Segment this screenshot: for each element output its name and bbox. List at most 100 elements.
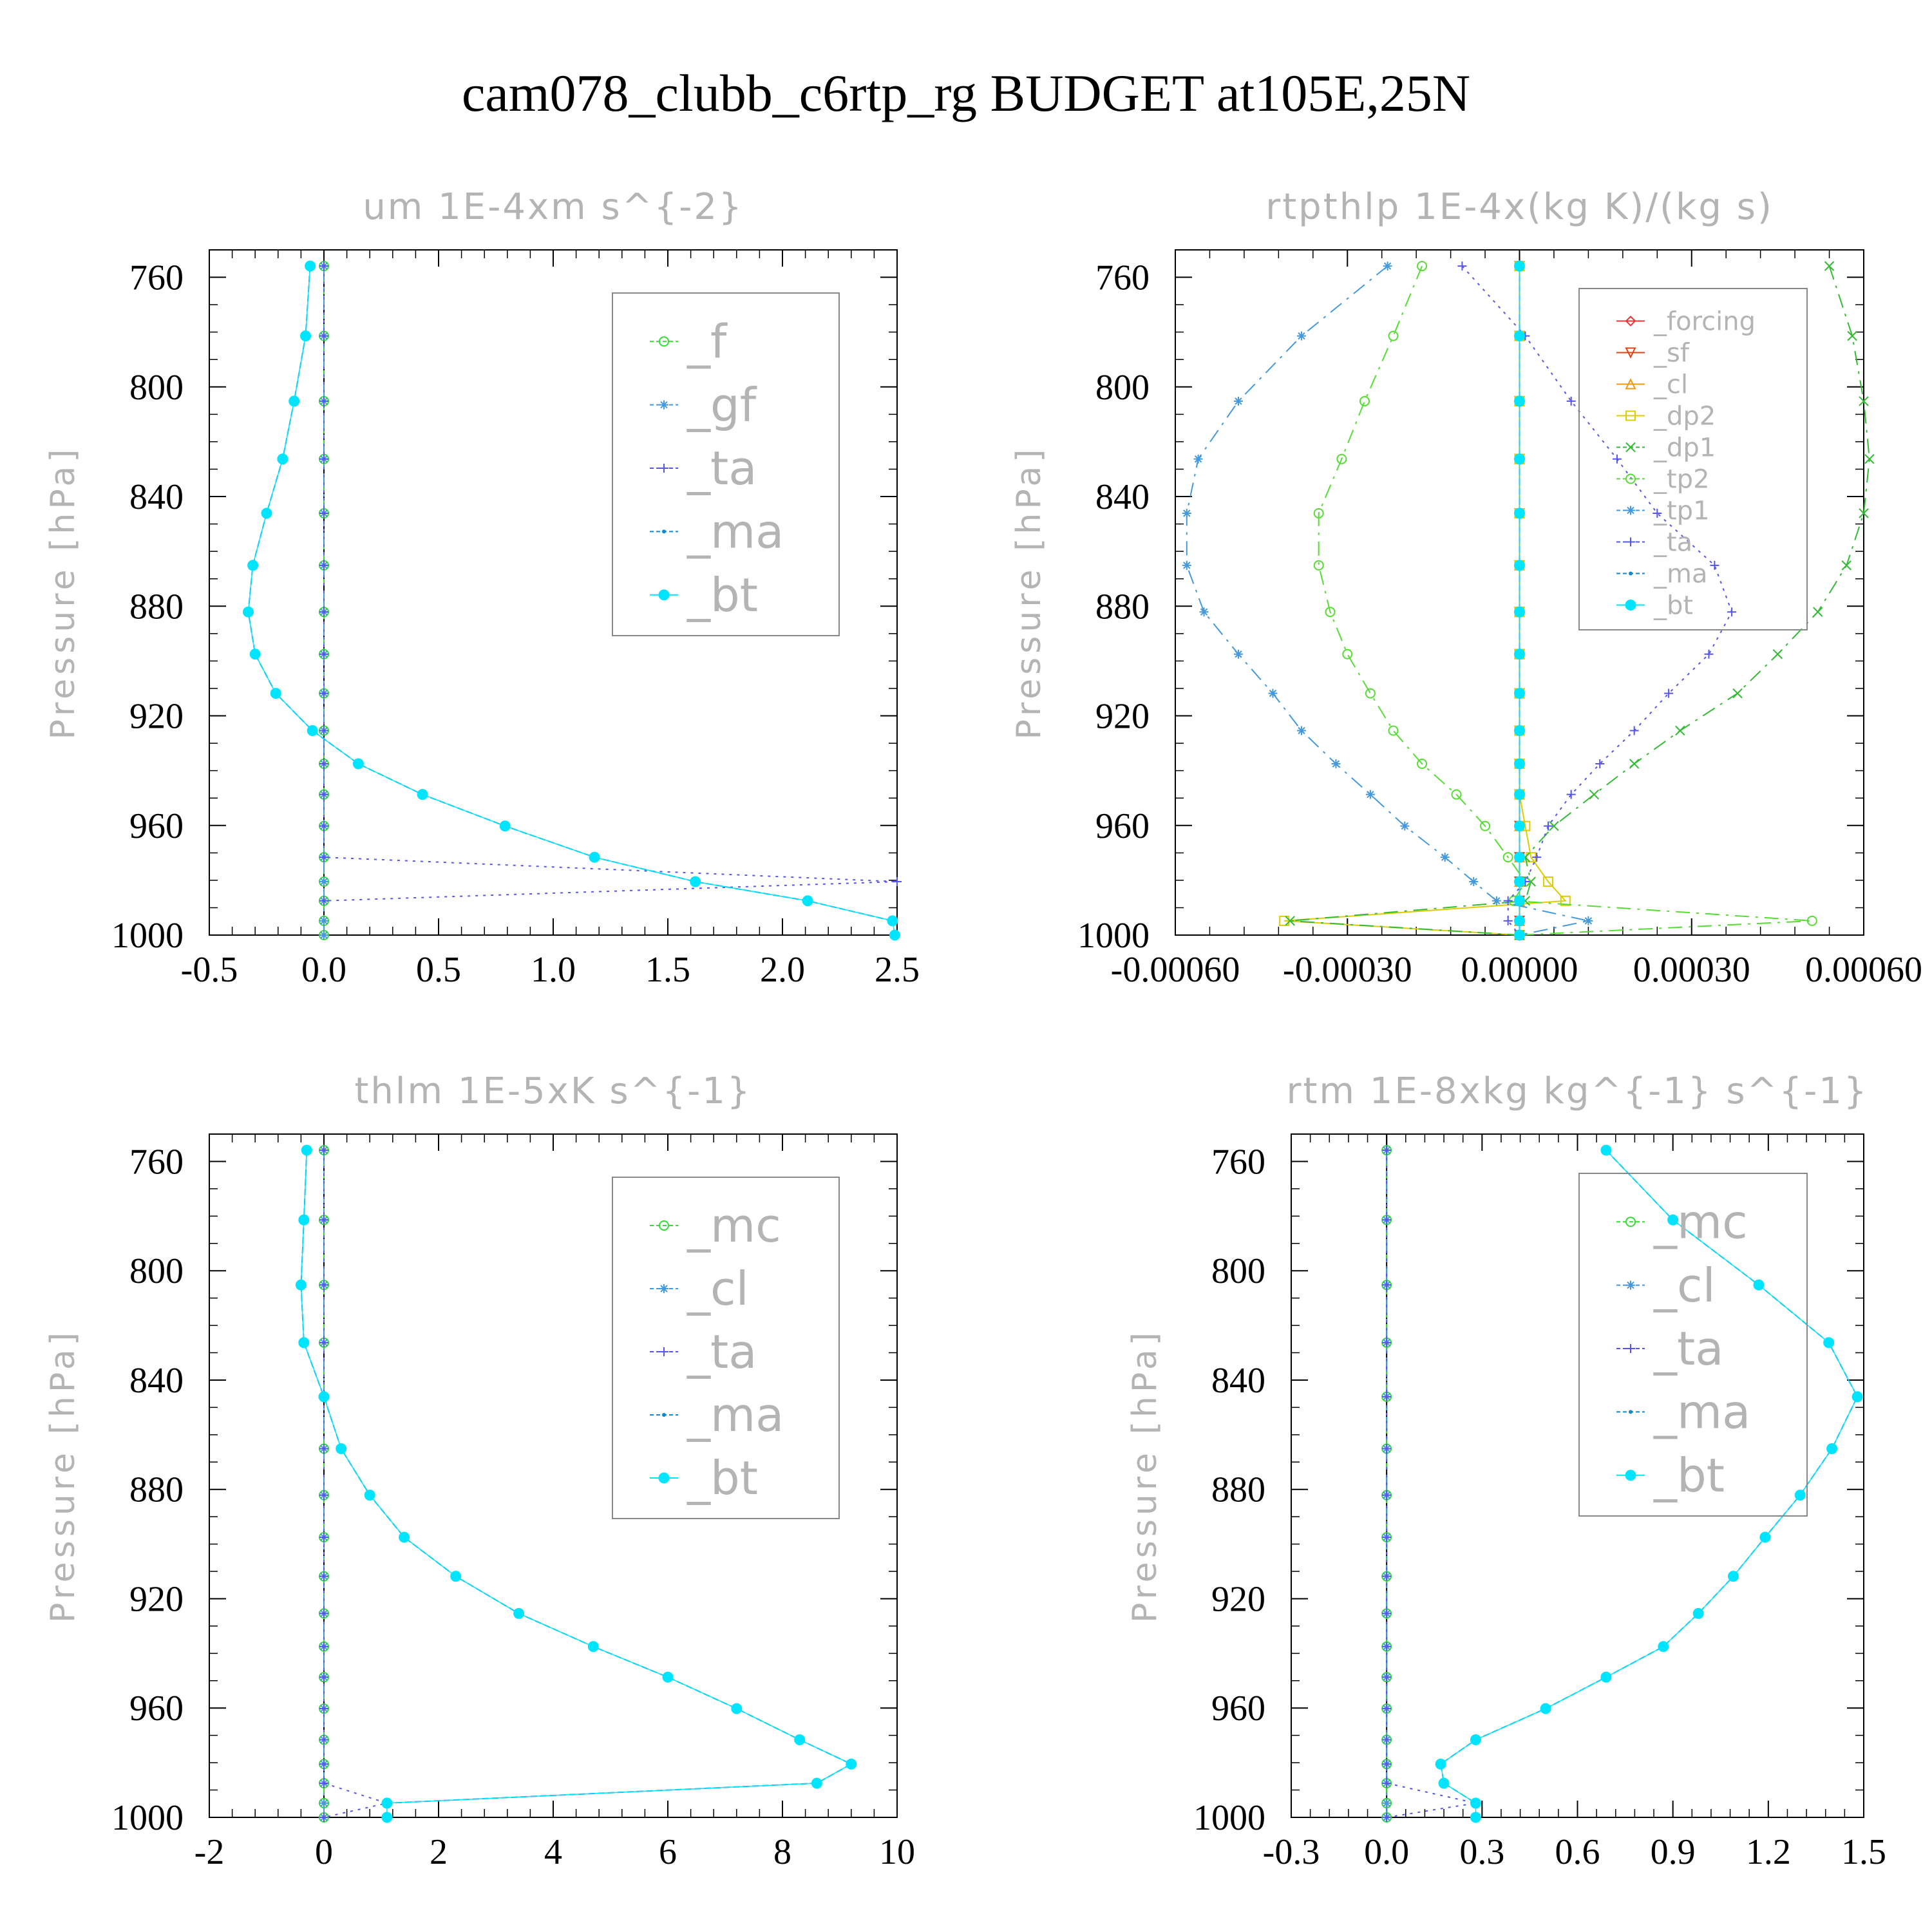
legend: _forcing_sf_cl_dp2_dp1_tp2_tp1_ta_ma_bt bbox=[1578, 288, 1808, 630]
x-tick-label: 1.0 bbox=[531, 950, 576, 990]
x-tick-label: -0.00030 bbox=[1283, 950, 1412, 990]
series-line bbox=[1284, 266, 1567, 936]
legend-label: _dp2 bbox=[1653, 402, 1716, 431]
data-point bbox=[301, 1144, 312, 1156]
data-point bbox=[587, 1641, 599, 1653]
x-tick-label: 2 bbox=[430, 1832, 448, 1872]
y-axis-label: Pressure [hPa] bbox=[44, 1329, 82, 1623]
legend-marker bbox=[1625, 378, 1636, 390]
data-point bbox=[1233, 396, 1243, 406]
data-point bbox=[319, 1571, 328, 1581]
series-ta bbox=[1382, 1146, 1481, 1822]
data-point bbox=[381, 1797, 393, 1809]
x-tick-label: 0.6 bbox=[1555, 1832, 1600, 1872]
data-point bbox=[336, 1443, 347, 1454]
data-point bbox=[1514, 820, 1525, 832]
legend-label: _cl bbox=[1653, 1258, 1716, 1312]
legend-marker bbox=[659, 1284, 668, 1293]
data-point bbox=[1732, 688, 1743, 699]
data-point bbox=[243, 606, 254, 618]
data-point bbox=[1440, 853, 1450, 862]
data-point bbox=[589, 851, 600, 863]
legend-marker bbox=[659, 336, 669, 347]
y-tick-label: 960 bbox=[1211, 1689, 1265, 1728]
data-point bbox=[319, 759, 328, 768]
y-tick-label: 880 bbox=[129, 1470, 184, 1510]
y-axis-label: Pressure [hPa] bbox=[1010, 446, 1048, 740]
data-point bbox=[319, 1759, 328, 1769]
legend-marker bbox=[1629, 571, 1633, 576]
legend-box bbox=[1578, 1173, 1808, 1517]
data-point bbox=[319, 1146, 328, 1155]
data-point bbox=[1514, 453, 1525, 465]
legend-marker bbox=[662, 1413, 666, 1417]
series-dp2 bbox=[1279, 261, 1571, 940]
y-tick-label: 840 bbox=[129, 477, 184, 517]
y-tick-label: 760 bbox=[1211, 1142, 1265, 1182]
legend-marker bbox=[1625, 347, 1636, 359]
data-point bbox=[1847, 330, 1857, 341]
x-tick-label: 0.3 bbox=[1459, 1832, 1504, 1872]
data-point bbox=[1772, 649, 1783, 659]
data-point bbox=[1435, 1758, 1446, 1770]
data-point bbox=[513, 1607, 525, 1619]
legend-marker bbox=[659, 400, 668, 410]
panel-title: um 1E-4xm s^{-2} bbox=[363, 186, 743, 228]
data-point bbox=[1382, 1571, 1392, 1581]
data-point bbox=[319, 261, 328, 271]
data-point bbox=[731, 1703, 743, 1714]
legend-label: _mc bbox=[1653, 1195, 1748, 1249]
legend-label: _ta bbox=[1653, 1321, 1723, 1376]
x-tick-label: 0.00030 bbox=[1633, 950, 1750, 990]
legend-label: _ma bbox=[687, 505, 784, 559]
data-point bbox=[1514, 395, 1525, 407]
data-point bbox=[319, 1215, 328, 1225]
panel-title: thlm 1E-5xK s^{-1} bbox=[354, 1070, 752, 1112]
data-point bbox=[1692, 1607, 1704, 1619]
data-point bbox=[261, 507, 272, 519]
data-point bbox=[1388, 725, 1399, 736]
series-line bbox=[323, 266, 898, 902]
data-point bbox=[1584, 916, 1593, 925]
y-tick-label: 880 bbox=[129, 587, 184, 627]
legend-marker bbox=[1626, 1280, 1635, 1290]
legend-marker bbox=[1629, 1410, 1633, 1414]
series-line bbox=[323, 1150, 390, 1818]
data-point bbox=[1864, 454, 1875, 464]
data-point bbox=[1285, 916, 1295, 926]
data-point bbox=[1313, 560, 1324, 571]
data-point bbox=[1589, 789, 1600, 800]
data-point bbox=[1457, 261, 1467, 271]
data-point bbox=[319, 331, 328, 341]
y-tick-label: 960 bbox=[129, 806, 184, 846]
y-tick-label: 960 bbox=[129, 1689, 184, 1728]
series-tp1 bbox=[1182, 261, 1593, 940]
data-point bbox=[298, 1337, 310, 1349]
data-point bbox=[1841, 560, 1852, 571]
data-point bbox=[1382, 1490, 1392, 1500]
legend-marker bbox=[1626, 1344, 1635, 1353]
x-tick-label: 6 bbox=[659, 1832, 677, 1872]
data-point bbox=[295, 1279, 307, 1291]
data-point bbox=[1549, 820, 1559, 831]
data-point bbox=[893, 877, 902, 887]
y-tick-label: 920 bbox=[129, 1579, 184, 1619]
legend: _mc _cl _ta _ma _bt bbox=[1578, 1173, 1808, 1517]
data-point bbox=[319, 790, 328, 799]
series-line bbox=[1386, 1150, 1476, 1818]
series-ta bbox=[319, 1146, 392, 1822]
y-tick-label: 800 bbox=[129, 1251, 184, 1291]
legend-marker bbox=[1625, 473, 1636, 484]
plot-frame bbox=[1291, 1133, 1864, 1818]
y-tick-label: 1000 bbox=[111, 916, 184, 956]
data-point bbox=[1823, 1337, 1835, 1349]
data-point bbox=[1728, 1571, 1739, 1582]
data-point bbox=[1532, 853, 1542, 862]
legend-marker bbox=[1626, 506, 1635, 515]
y-tick-label: 880 bbox=[1211, 1470, 1265, 1510]
legend-label: _tp1 bbox=[1653, 497, 1710, 526]
data-point bbox=[1514, 649, 1525, 660]
y-tick-label: 880 bbox=[1095, 587, 1150, 627]
data-point bbox=[1383, 261, 1392, 271]
y-tick-label: 1000 bbox=[1193, 1798, 1265, 1838]
